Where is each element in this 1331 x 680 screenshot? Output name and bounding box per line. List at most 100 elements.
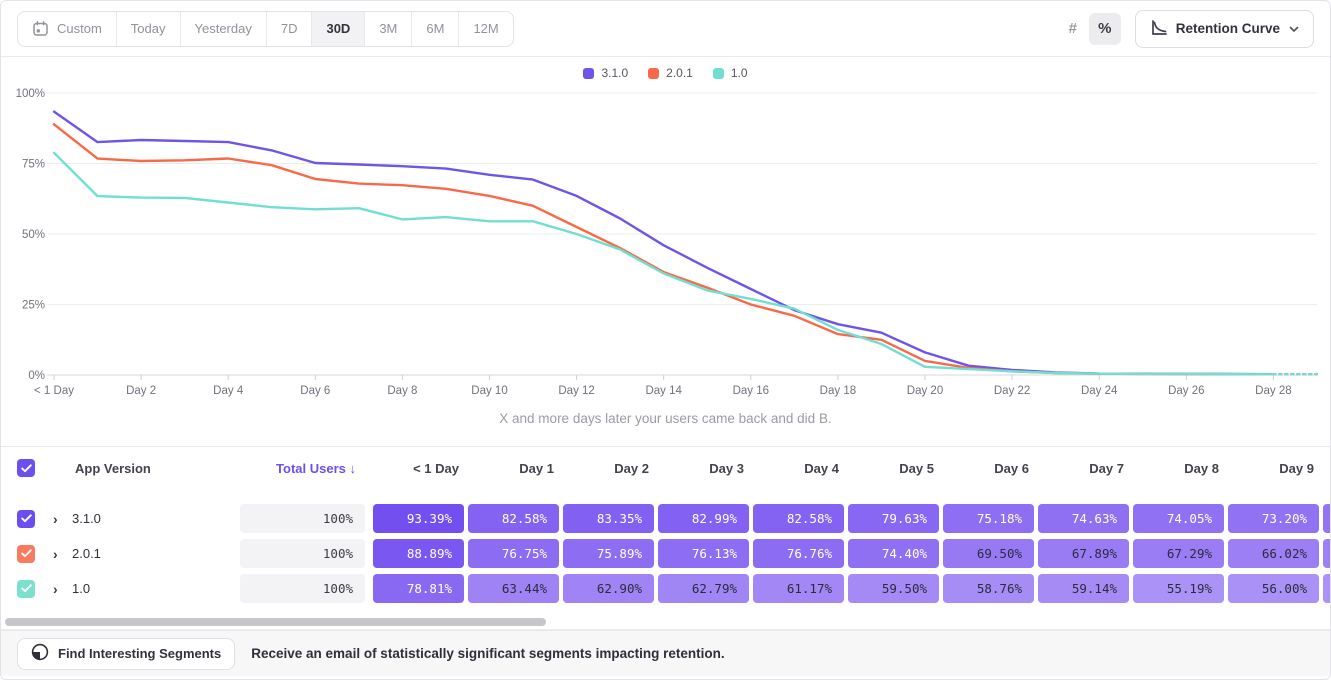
retention-cell: 62.79% [658,574,749,603]
date-range-label: 7D [280,21,298,36]
column-header-day-4: Day 4 [804,460,839,476]
legend-item-2.0.1[interactable]: 2.0.1 [648,66,693,80]
retention-cell-clipped [1323,539,1330,568]
column-header-day-7: Day 7 [1089,460,1124,476]
percent-values-toggle[interactable]: % [1088,12,1121,45]
retention-cell: 82.58% [468,504,559,533]
y-axis-label: 0% [28,370,45,382]
retention-cell: 58.76% [943,574,1034,603]
retention-cell: 62.90% [563,574,654,603]
find-interesting-segments-button[interactable]: Find Interesting Segments [17,637,236,670]
x-axis-label: Day 16 [733,385,769,397]
retention-cells: 78.81% 63.44% 62.90% 62.79% 61.17% 59.50% 58.7… [373,574,1330,603]
footer-message: Receive an email of statistically signif… [251,646,725,661]
retention-cell: 66.02% [1228,539,1319,568]
y-axis-label: 100% [16,88,45,100]
legend-swatch [712,67,724,79]
day-column-headers: < 1 Day Day 1 Day 2 Day 3 Day 4 Day 5 Day 6 Day… [376,461,1326,476]
x-axis-label: Day 24 [1081,385,1118,397]
retention-line-2.0.1 [52,123,1275,376]
retention-cell: 88.89% [373,539,464,568]
legend-swatch [648,67,660,79]
date-range-label: 30D [326,21,351,36]
x-axis-label: Day 22 [994,385,1030,397]
date-range-30d[interactable]: 30D [312,11,366,46]
retention-cell: 82.58% [753,504,844,533]
footer-bar: Find Interesting Segments Receive an ema… [1,630,1330,676]
retention-cell: 56.00% [1228,574,1319,603]
column-header-day-2: Day 2 [614,460,649,476]
x-axis-label: Day 18 [820,385,856,397]
date-range-3m[interactable]: 3M [365,11,413,46]
absolute-values-toggle[interactable]: # [1068,20,1077,37]
x-axis-label: < 1 Day [34,385,74,397]
date-range-12m[interactable]: 12M [459,12,512,46]
date-range-7d[interactable]: 7D [267,11,313,46]
legend-swatch [583,67,595,79]
date-range-label: Today [130,21,166,36]
expand-row-icon[interactable]: › [53,510,58,527]
column-header-day-5: Day 5 [899,460,934,476]
calendar-icon [32,20,49,37]
date-range-custom[interactable]: Custom [18,11,117,46]
legend-item-1.0[interactable]: 1.0 [712,66,748,80]
chevron-down-icon [1289,21,1299,36]
chart-type-dropdown[interactable]: Retention Curve [1134,9,1314,48]
retention-cell: 59.50% [848,574,939,603]
row-checkbox-2.0.1[interactable] [17,544,35,563]
column-header-total-users[interactable]: Total Users ↓ [276,460,356,476]
retention-cell: 67.89% [1038,539,1129,568]
total-users-cell: 100% [240,504,365,533]
legend-label: 3.1.0 [601,66,629,80]
x-axis-label: Day 20 [907,385,943,397]
date-range-label: 6M [426,21,445,36]
legend-item-3.1.0[interactable]: 3.1.0 [583,66,628,80]
retention-line-3.1.0 [52,110,1275,376]
retention-cell: 74.05% [1133,504,1224,533]
column-header-day-6: Day 6 [994,460,1029,476]
x-axis-label: Day 14 [645,385,682,397]
table-row-2.0.1: › 2.0.1 100% 88.89% 76.75% 75.89% 76.13% 76.76%… [1,536,1330,571]
value-format-toggle: #% [1057,12,1121,45]
table-row-1.0: › 1.0 100% 78.81% 63.44% 62.90% 62.79% 61.17% 59… [1,571,1330,606]
toolbar: Custom Today Yesterday 7D 30D 3M 6M 12M #% Rete… [1,1,1330,57]
x-axis-label: Day 10 [471,385,507,397]
date-range-group: Custom Today Yesterday 7D 30D 3M 6M 12M [17,10,514,47]
expand-row-icon[interactable]: › [53,545,58,562]
retention-cell: 74.63% [1038,504,1129,533]
retention-cell: 79.63% [848,504,939,533]
expand-row-icon[interactable]: › [53,580,58,597]
date-range-yesterday[interactable]: Yesterday [181,11,267,46]
retention-cell: 75.89% [563,539,654,568]
retention-cell: 59.14% [1038,574,1129,603]
column-header-day-3: Day 3 [709,460,744,476]
column-header-day-8: Day 8 [1184,460,1219,476]
row-checkbox-3.1.0[interactable] [17,509,35,528]
retention-cell: 76.76% [753,539,844,568]
column-header--1-day: < 1 Day [413,460,459,476]
retention-cells: 88.89% 76.75% 75.89% 76.13% 76.76% 74.40% 69.5… [373,539,1330,568]
date-range-today[interactable]: Today [117,11,181,46]
scrollbar-thumb[interactable] [5,618,546,626]
date-range-label: Custom [57,21,102,36]
y-axis-label: 50% [22,229,45,241]
segments-button-label: Find Interesting Segments [58,646,222,661]
retention-line-1.0 [52,151,1275,376]
date-range-6m[interactable]: 6M [412,11,460,46]
legend-label: 2.0.1 [666,66,693,80]
retention-cell: 78.81% [373,574,464,603]
horizontal-scrollbar [1,614,1330,630]
retention-cell: 76.13% [658,539,749,568]
retention-cell: 93.39% [373,504,464,533]
row-checkbox-1.0[interactable] [17,579,35,598]
x-axis-label: Day 4 [213,385,244,397]
segments-quadrant-icon [31,643,49,664]
retention-chart: 3.1.0 2.0.1 1.0 0% 25% 50% 75% 100% < 1 Day Day … [1,57,1330,446]
retention-curve-icon [1150,19,1167,39]
retention-cell: 61.17% [753,574,844,603]
table-row-3.1.0: › 3.1.0 100% 93.39% 82.58% 83.35% 82.99% 82.58%… [1,501,1330,536]
table-header-row: App Version Total Users ↓ < 1 Day Day 1 Da… [1,447,1330,489]
date-range-label: 12M [473,21,499,36]
select-all-checkbox[interactable] [17,459,35,477]
